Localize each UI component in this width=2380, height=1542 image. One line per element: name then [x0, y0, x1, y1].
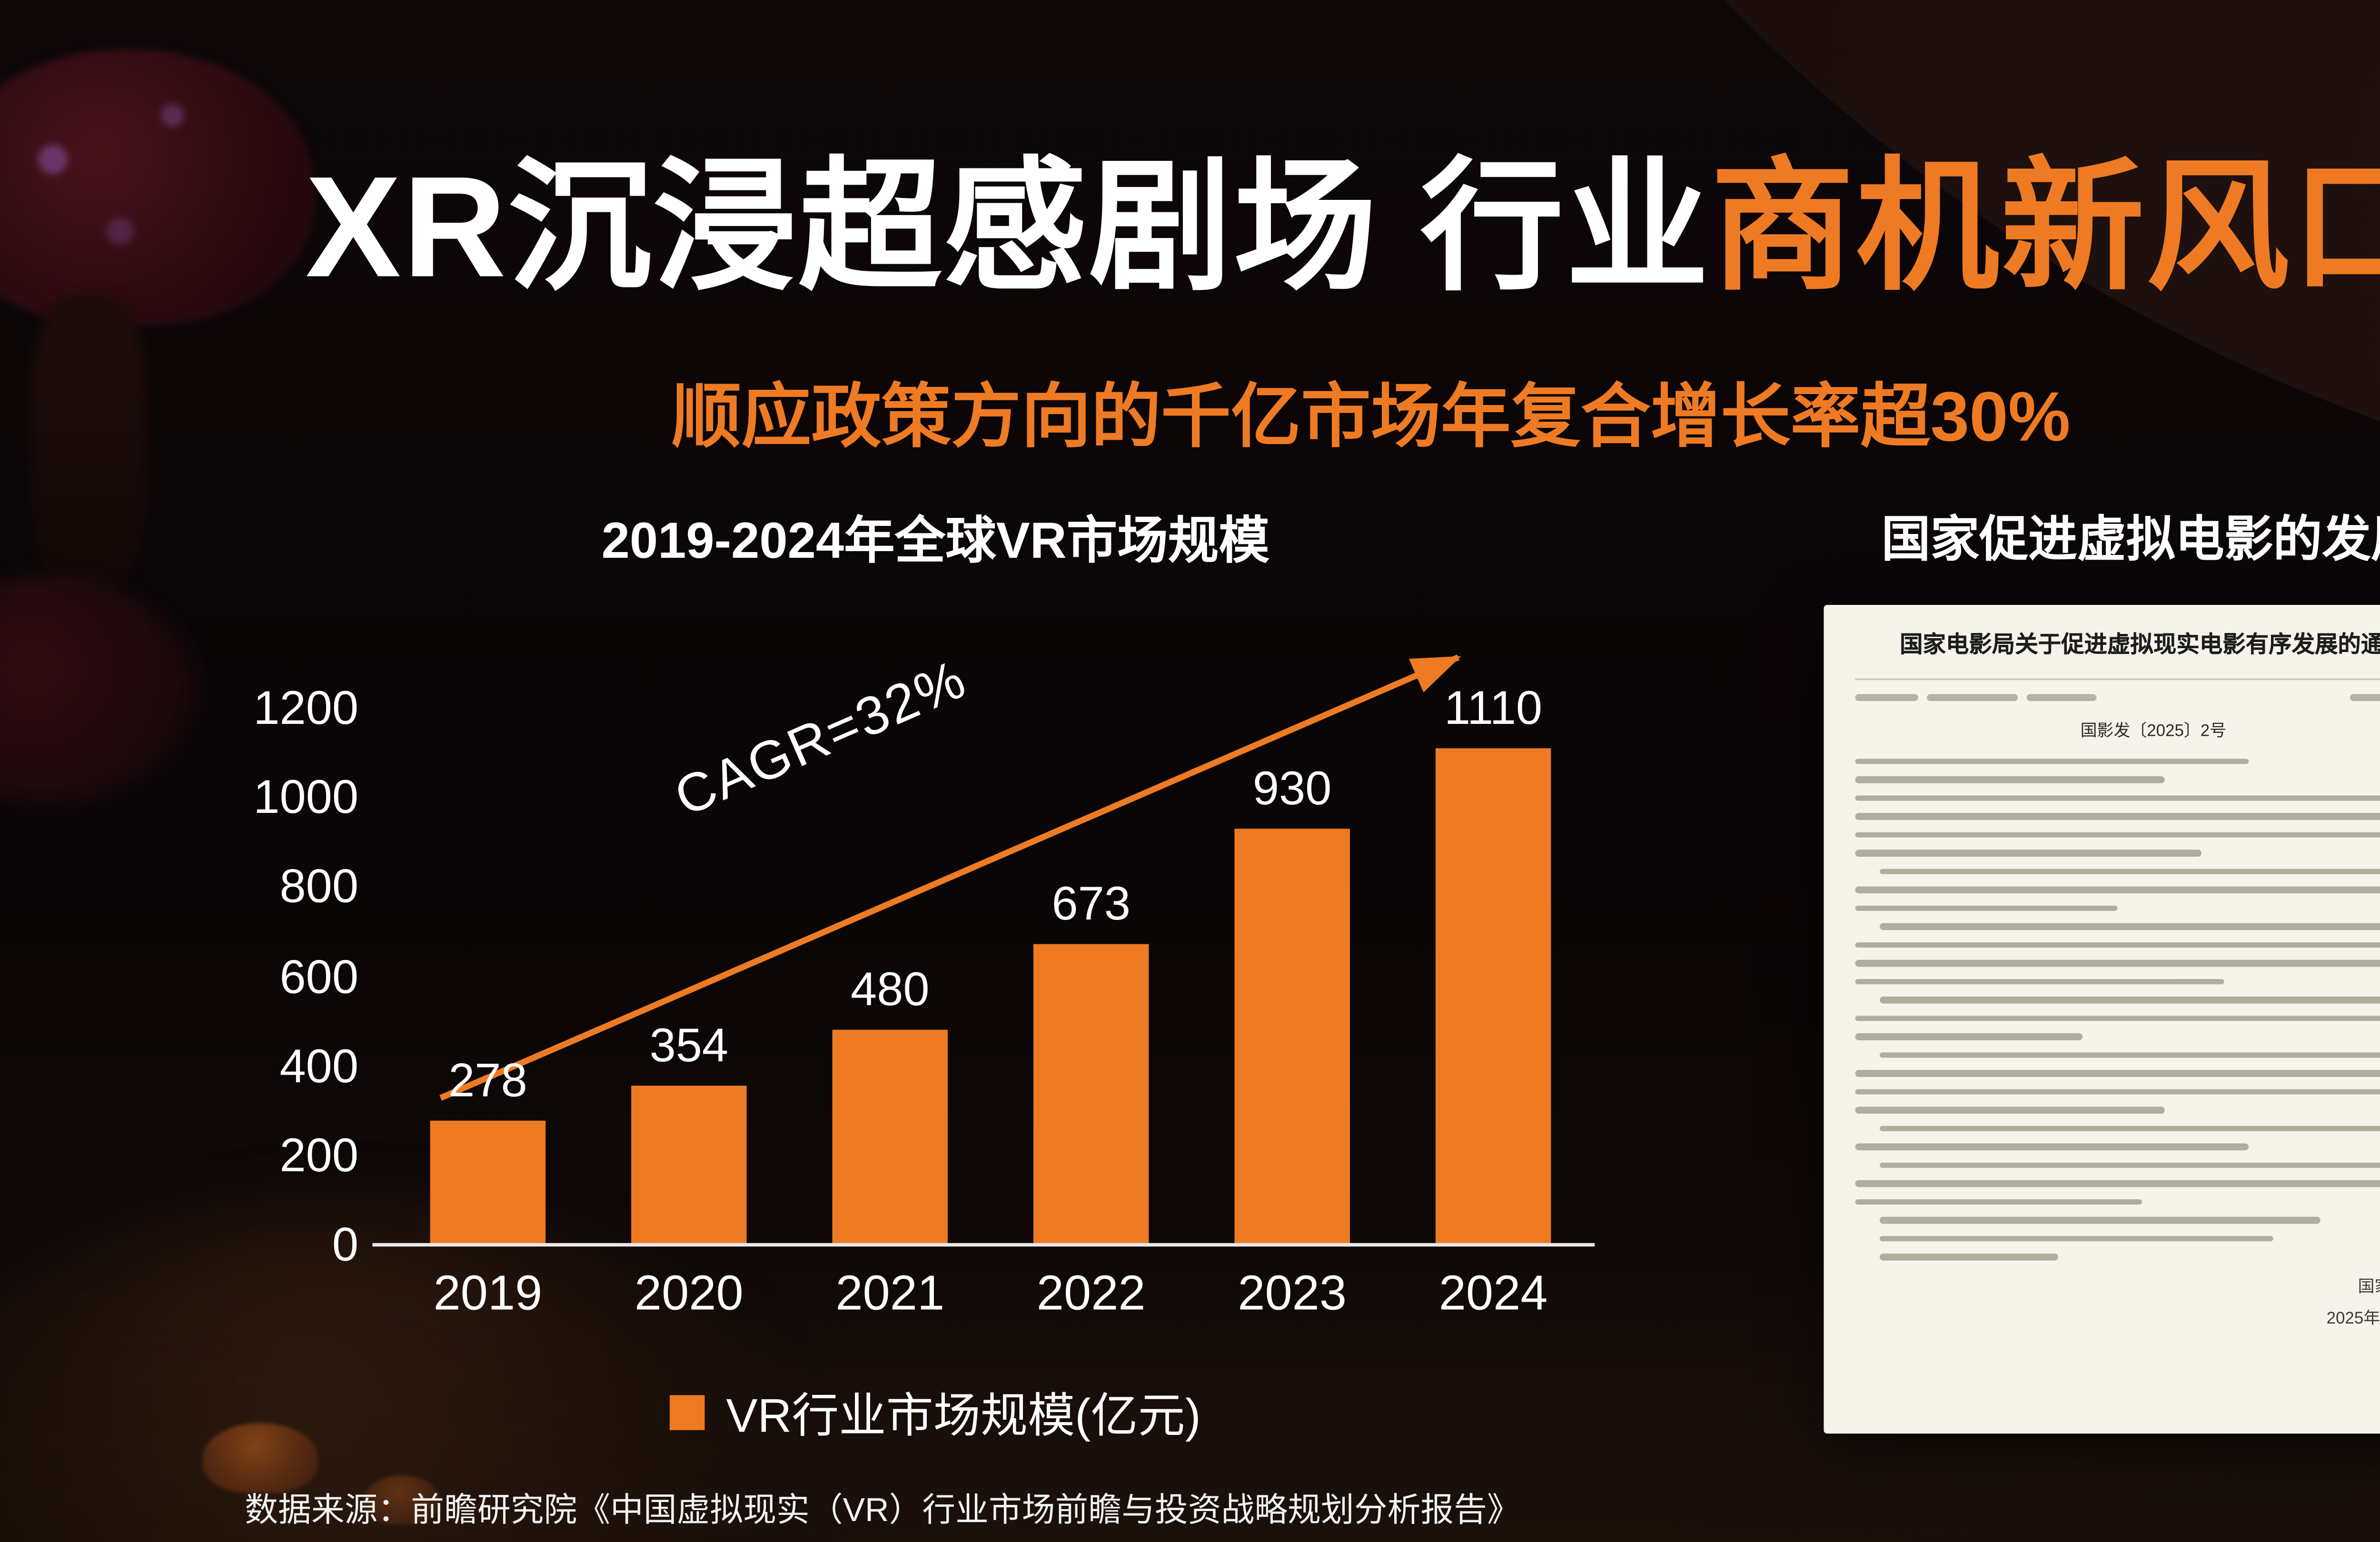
- document-text-line: [1855, 758, 2249, 765]
- y-axis-tick-label: 1200: [253, 682, 359, 734]
- document-text-line: [1855, 777, 2165, 783]
- document-text-line: [1855, 887, 2380, 893]
- document-meta-left: [1855, 693, 2097, 701]
- legend-swatch: [670, 1394, 705, 1430]
- x-axis-tick-label: 2019: [433, 1265, 543, 1320]
- bar-2020: [631, 1086, 747, 1245]
- document-text-line: [1855, 795, 2380, 801]
- x-axis-line: [372, 1243, 1595, 1247]
- document-meta-right: [2350, 693, 2380, 701]
- document-text-line: [1879, 1052, 2380, 1058]
- document-text-line: [1855, 1070, 2380, 1077]
- bar-2022: [1033, 943, 1149, 1245]
- document-meta-placeholder: [1855, 693, 2380, 701]
- x-axis-tick-label: 2023: [1238, 1265, 1347, 1320]
- document-signature: 国家电影局 2025年3月19日: [1855, 1273, 2380, 1336]
- policy-section-heading: 国家促进虚拟电影的发展: [1881, 512, 2380, 567]
- document-signature-date: 2025年3月19日: [2326, 1309, 2380, 1329]
- bar-value-label: 480: [851, 963, 930, 1016]
- policy-document-title: 国家电影局关于促进虚拟现实电影有序发展的通知: [1899, 631, 2380, 658]
- bar-value-label: 354: [649, 1020, 729, 1073]
- document-text-line: [1879, 1126, 2380, 1132]
- bar-2019: [430, 1120, 546, 1245]
- x-axis-tick-label: 2022: [1036, 1265, 1146, 1320]
- document-text-line: [1855, 979, 2225, 985]
- y-axis-tick-label: 1000: [253, 771, 359, 824]
- bar-2023: [1234, 829, 1350, 1245]
- bar-2021: [832, 1030, 948, 1245]
- bar-value-label: 930: [1252, 762, 1332, 815]
- bar-value-label: 1110: [1444, 682, 1543, 734]
- document-text-line: [1855, 1015, 2380, 1022]
- chart-legend: VR行业市场规模(亿元): [245, 1378, 1626, 1446]
- document-text-line: [1879, 1217, 2320, 1224]
- y-axis-tick-label: 400: [279, 1039, 359, 1092]
- policy-document-number: 国影发〔2025〕2号: [2080, 722, 2227, 741]
- document-text-line: [1855, 831, 2380, 838]
- y-axis-tick-label: 200: [279, 1129, 359, 1182]
- document-text-line: [1855, 1034, 2082, 1040]
- bar-value-label: 673: [1051, 877, 1131, 930]
- document-divider: [1855, 678, 2380, 680]
- document-text-line: [1855, 1088, 2380, 1095]
- document-body-text-placeholder: [1855, 758, 2380, 1260]
- document-text-line: [1879, 869, 2380, 875]
- document-text-line: [1879, 1162, 2380, 1169]
- document-text-line: [1855, 1180, 2380, 1187]
- page-title-white: XR沉浸超感剧场 行业: [305, 148, 1711, 308]
- document-text-line: [1855, 1107, 2165, 1114]
- document-text-line: [1879, 1254, 2058, 1260]
- y-axis-tick-label: 0: [332, 1218, 359, 1271]
- document-text-line: [1879, 923, 2380, 930]
- document-text-line: [1855, 905, 2118, 912]
- chart-title: 2019-2024年全球VR市场规模: [601, 514, 1269, 570]
- bar-2024: [1435, 748, 1551, 1245]
- document-text-line: [1855, 850, 2202, 857]
- document-text-line: [1855, 942, 2380, 949]
- y-axis-tick-label: 800: [279, 860, 359, 913]
- x-axis-tick-label: 2021: [835, 1265, 945, 1320]
- data-source-note: 数据来源：前瞻研究院《中国虚拟现实（VR）行业市场前瞻与投资战略规划分析报告》: [245, 1493, 1520, 1530]
- document-text-line: [1855, 813, 2380, 820]
- document-text-line: [1855, 1144, 2249, 1150]
- page-title-orange: 商机新风口: [1710, 148, 2380, 308]
- page-title: XR沉浸超感剧场 行业商机新风口: [0, 148, 2380, 308]
- legend-label: VR行业市场规模(亿元): [726, 1390, 1201, 1443]
- page-subtitle: 顺应政策方向的千亿市场年复合增长率超30%: [671, 379, 2071, 456]
- x-axis-tick-label: 2024: [1438, 1265, 1548, 1320]
- policy-document-image: 国家电影局关于促进虚拟现实电影有序发展的通知 国影发〔2025〕2号 国家电影局…: [1824, 605, 2380, 1434]
- y-axis-tick-label: 600: [279, 950, 359, 1003]
- bar-value-label: 278: [448, 1054, 527, 1107]
- document-text-line: [1855, 1199, 2142, 1206]
- document-text-line: [1855, 960, 2380, 967]
- x-axis-tick-label: 2020: [634, 1265, 744, 1320]
- document-signature-org: 国家电影局: [2358, 1277, 2380, 1297]
- document-text-line: [1879, 997, 2380, 1003]
- document-text-line: [1879, 1236, 2273, 1242]
